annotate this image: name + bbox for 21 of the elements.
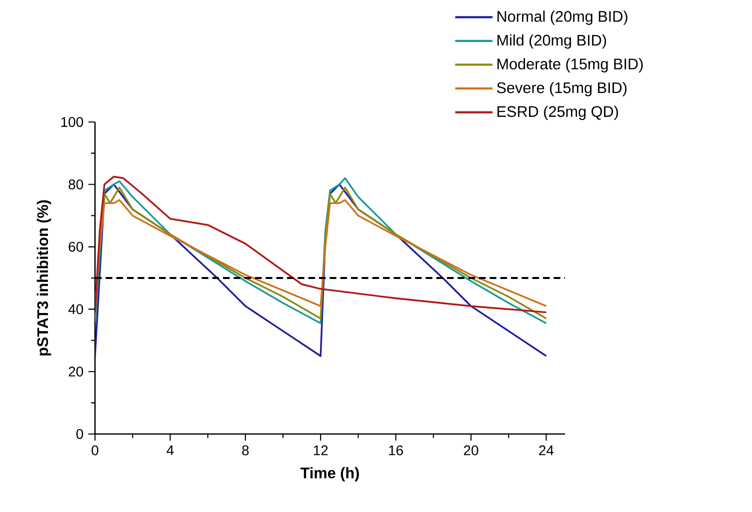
y-tick-label: 80 xyxy=(68,179,84,190)
y-tick-label: 60 xyxy=(68,242,84,252)
x-tick-label: 4 xyxy=(166,445,174,456)
legend-label: Moderate (15mg BID) xyxy=(498,58,643,72)
x-tick-label: 24 xyxy=(539,445,554,456)
x-tick-label: 16 xyxy=(389,445,403,456)
legend-label: Normal (20mg BID) xyxy=(498,10,628,25)
x-axis-title: Time (h) xyxy=(300,467,359,482)
y-tick-label: 40 xyxy=(68,304,84,314)
x-tick-label: 0 xyxy=(92,445,98,456)
legend-label: Severe (15mg BID) xyxy=(496,82,627,96)
x-tick-label: 12 xyxy=(314,445,328,456)
line-series xyxy=(95,199,548,307)
y-axis-title: pSTAT3 inhibition (%) xyxy=(36,200,52,356)
legend-label: Mild (20mg BID) xyxy=(498,34,606,49)
y-tick-label: 100 xyxy=(61,117,84,127)
x-tick-label: 8 xyxy=(242,445,249,456)
legend-label: ESRD (25mg QD) xyxy=(498,106,618,120)
y-tick-label: 0 xyxy=(76,429,84,439)
x-tick-label: 20 xyxy=(464,445,478,456)
y-tick-label: 20 xyxy=(68,366,84,377)
